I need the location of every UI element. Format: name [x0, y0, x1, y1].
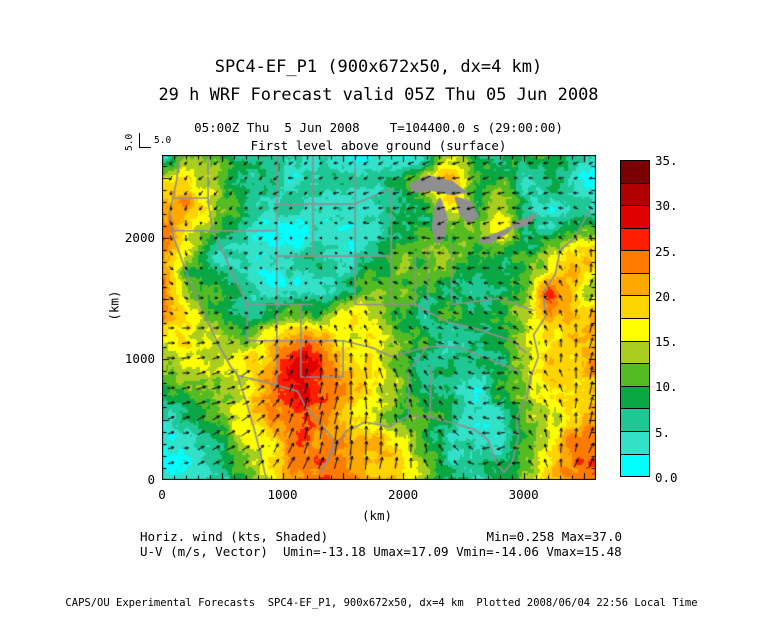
colorbar-cell [621, 318, 649, 341]
vector-scale-corner-icon [139, 133, 151, 148]
shaded-minmax-label: Min=0.258 Max=37.0 [486, 529, 622, 544]
colorbar-label: 15. [655, 334, 678, 350]
colorbar-label: 25. [655, 243, 678, 259]
colorbar-cell [621, 453, 649, 477]
y-axis-unit-label: (km) [106, 290, 122, 321]
colorbar-label: 30. [655, 198, 678, 214]
colorbar-cell [621, 295, 649, 319]
colorbar-cell [621, 363, 649, 386]
colorbar-cell [621, 227, 649, 251]
colorbar-cell [621, 385, 649, 409]
y-axis-tick-label: 0 [147, 472, 155, 487]
colorbar-label: 5. [655, 424, 671, 440]
plot-subtitle: 29 h WRF Forecast valid 05Z Thu 05 Jun 2… [158, 85, 599, 105]
colorbar-label: 35. [655, 153, 678, 168]
vector-field-label: U-V (m/s, Vector) Umin=-13.18 Umax=17.09… [140, 543, 622, 559]
vector-scale-y-label: 5.0 [124, 133, 135, 151]
y-axis-tick-label: 1000 [124, 351, 155, 367]
shaded-field-label: Horiz. wind (kts, Shaded) [140, 529, 329, 544]
x-axis-tick-label: 3000 [508, 487, 539, 502]
wind-map-canvas [162, 155, 596, 480]
colorbar-cell [621, 161, 649, 183]
colorbar-cell [621, 272, 649, 296]
x-axis-tick-label: 2000 [388, 487, 419, 502]
x-axis-tick-label: 0 [158, 487, 166, 502]
colorbar-cell [621, 408, 649, 431]
colorbar-label: 0.0 [655, 470, 678, 485]
y-axis-tick-label: 2000 [124, 230, 155, 246]
footer-credit-line: CAPS/OU Experimental Forecasts SPC4-EF_P… [65, 597, 698, 609]
colorbar-label: 20. [655, 288, 678, 304]
x-axis-unit-label: (km) [361, 508, 393, 523]
vector-scale-x-label: 5.0 [154, 135, 172, 146]
field-annotations: Horiz. wind (kts, Shaded) Min=0.258 Max=… [140, 529, 622, 559]
colorbar [620, 160, 650, 477]
colorbar-cell [621, 182, 649, 206]
colorbar-cell [621, 205, 649, 228]
colorbar-label: 10. [655, 379, 678, 395]
vector-scale-legend: 5.0 5.0 [124, 130, 184, 154]
colorbar-cell [621, 340, 649, 364]
x-axis-tick-label: 1000 [267, 487, 298, 502]
level-line: First level above ground (surface) [250, 138, 507, 153]
plot-title: SPC4-EF_P1 (900x672x50, dx=4 km) [214, 57, 543, 77]
colorbar-cell [621, 250, 649, 273]
colorbar-cell [621, 430, 649, 454]
valid-time-line: 05:00Z Thu 5 Jun 2008 T=104400.0 s (29:0… [194, 120, 563, 135]
